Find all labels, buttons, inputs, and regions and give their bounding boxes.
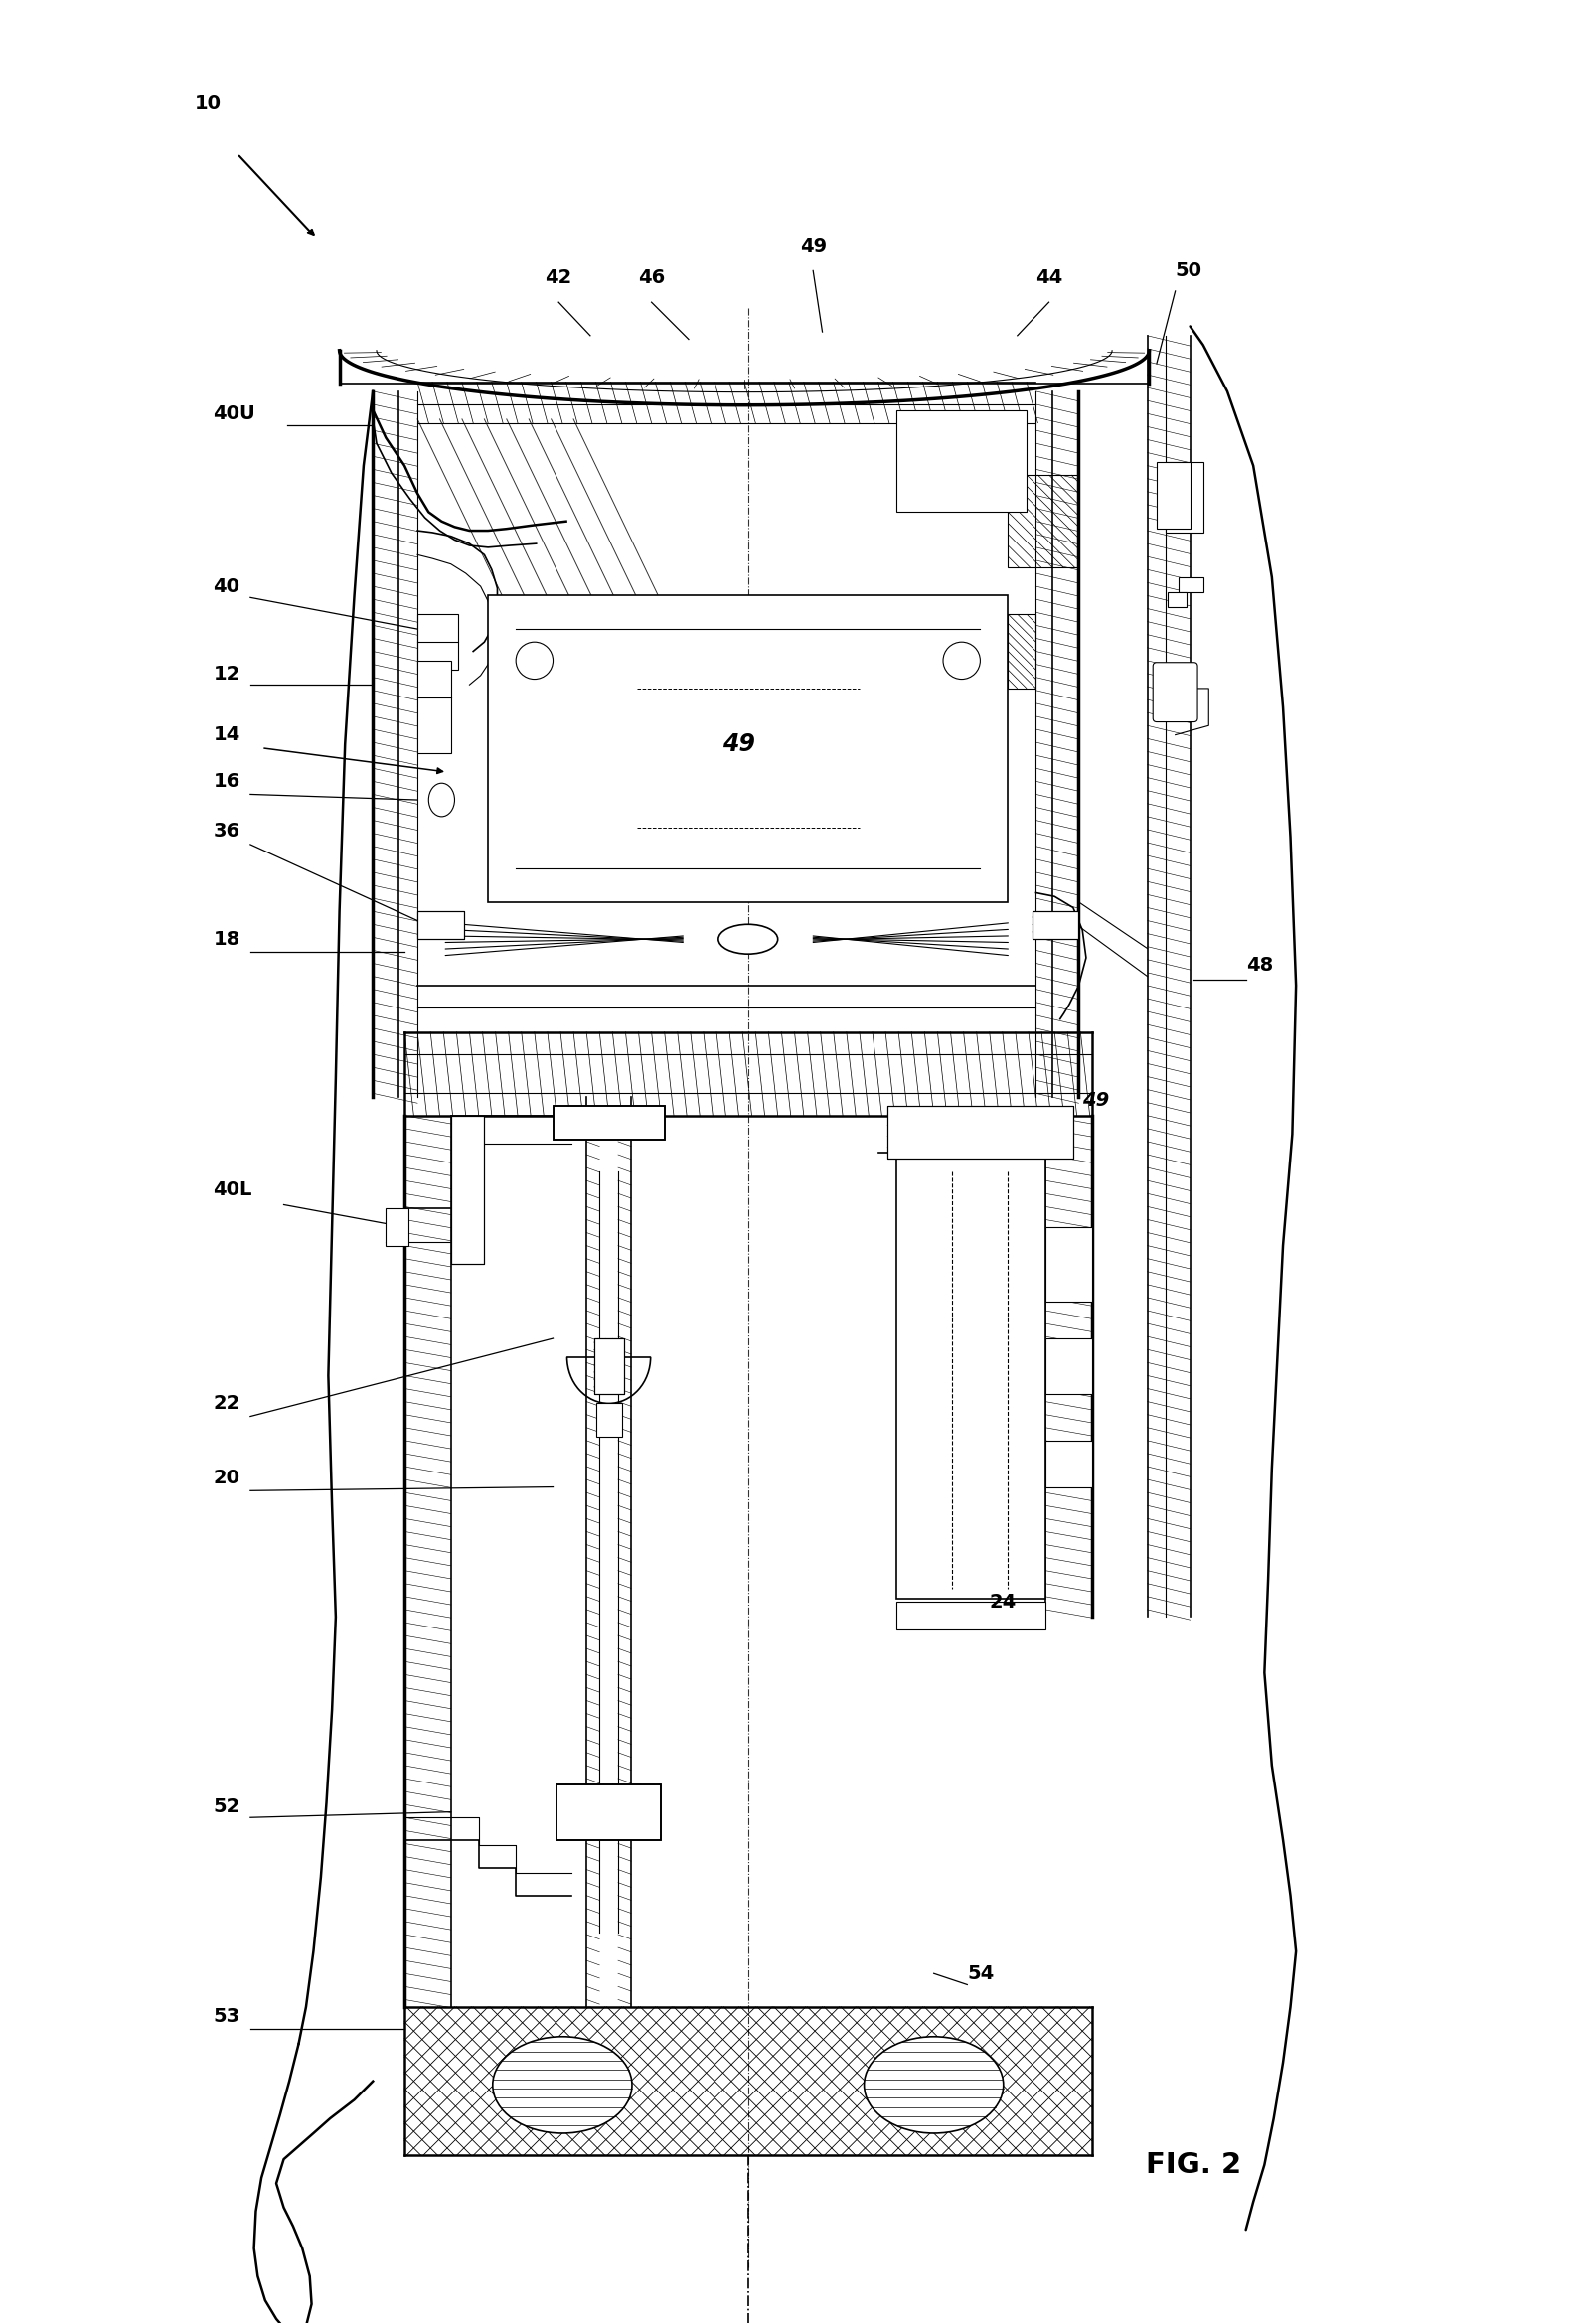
Bar (1033, 911, 1079, 939)
Text: 49: 49 (799, 237, 826, 256)
Text: 40: 40 (213, 576, 240, 595)
Bar (594, 1339, 623, 1394)
Text: 18: 18 (213, 930, 240, 948)
Bar (418, 911, 464, 939)
Text: 42: 42 (545, 270, 572, 288)
Bar (418, 911, 464, 939)
Bar (896, 1153, 1046, 1599)
Text: 49: 49 (723, 732, 755, 755)
Text: 46: 46 (637, 270, 666, 288)
Ellipse shape (429, 783, 454, 816)
Text: FIG. 2: FIG. 2 (1146, 2152, 1241, 2178)
Text: 14: 14 (213, 725, 240, 744)
Ellipse shape (718, 925, 777, 955)
Bar (1007, 614, 1036, 688)
Bar (451, 1116, 485, 1264)
Text: 16: 16 (213, 772, 240, 790)
Bar (1179, 576, 1203, 593)
Text: 48: 48 (1246, 955, 1273, 974)
Text: 22: 22 (213, 1394, 240, 1413)
Bar (1168, 593, 1187, 607)
Text: 40U: 40U (213, 404, 256, 423)
Bar (896, 409, 1026, 511)
Bar (887, 1106, 1073, 1157)
Ellipse shape (493, 2036, 632, 2133)
Bar (1166, 462, 1203, 532)
Bar (1157, 462, 1190, 530)
Text: 54: 54 (968, 1964, 995, 1982)
Bar (1046, 1339, 1092, 1394)
FancyBboxPatch shape (1154, 662, 1198, 723)
Text: 53: 53 (213, 2008, 240, 2027)
Text: 49: 49 (1082, 1092, 1109, 1111)
Bar (594, 1339, 623, 1394)
Bar (386, 1208, 408, 1246)
Bar (1046, 1441, 1092, 1487)
Text: 10: 10 (194, 95, 221, 114)
Bar (451, 1116, 485, 1264)
Bar (553, 1106, 664, 1139)
Text: 12: 12 (213, 665, 240, 683)
Text: 20: 20 (213, 1469, 240, 1487)
Bar (418, 660, 451, 753)
Bar (488, 595, 1007, 902)
Text: 40L: 40L (213, 1181, 253, 1199)
Text: 36: 36 (213, 823, 240, 841)
Bar (1007, 474, 1079, 567)
Text: 50: 50 (1176, 260, 1201, 281)
Bar (596, 1404, 621, 1436)
Bar (556, 1785, 661, 1841)
Text: 24: 24 (990, 1592, 1017, 1611)
Bar (1033, 911, 1079, 939)
Bar (1046, 1227, 1092, 1301)
Text: 44: 44 (1036, 270, 1063, 288)
Bar (556, 1785, 661, 1841)
Bar (553, 1106, 664, 1139)
Bar (896, 1601, 1046, 1629)
Text: 52: 52 (213, 1796, 240, 1815)
Ellipse shape (864, 2036, 1003, 2133)
Bar (418, 614, 458, 669)
